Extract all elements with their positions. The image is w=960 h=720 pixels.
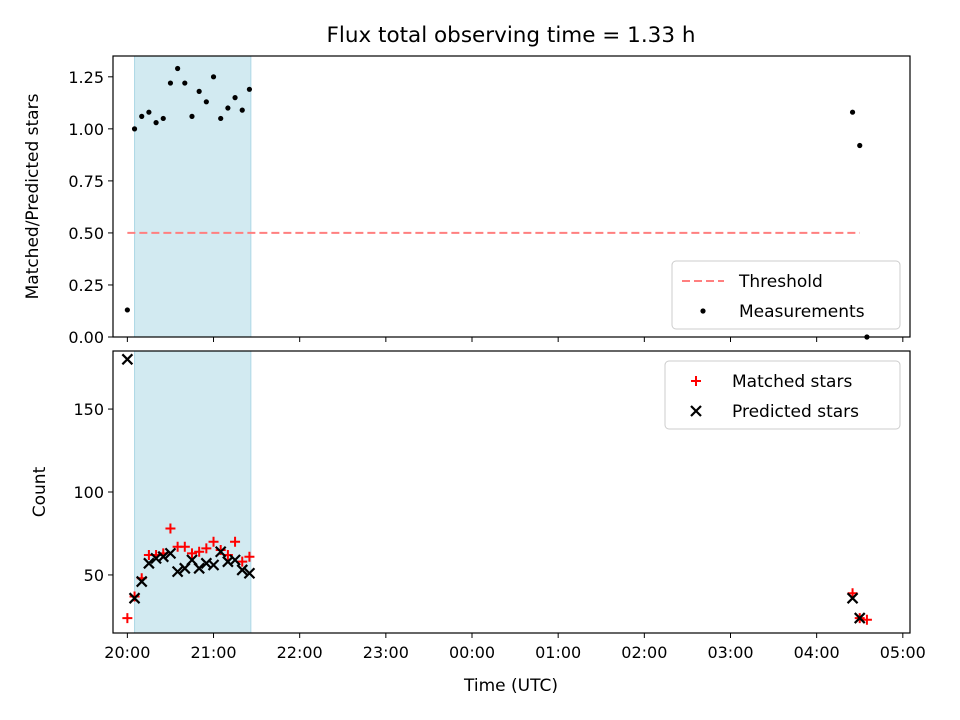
data-point [214, 545, 227, 558]
y-axis-label: Count [30, 466, 50, 517]
x-tick-label: 03:00 [707, 643, 753, 662]
data-point [128, 592, 141, 604]
legend-label: Predicted stars [732, 402, 859, 422]
data-point [175, 65, 181, 72]
y-tick-label: 0.75 [68, 172, 104, 191]
data-point [193, 562, 205, 575]
data-point [861, 614, 872, 625]
legend: Threshold Measurements [671, 260, 901, 330]
y-tick-label: 0.25 [68, 276, 104, 295]
legend-label: Measurements [739, 302, 865, 322]
data-point [847, 588, 858, 599]
legend-marker [691, 376, 701, 386]
data-point [167, 80, 174, 86]
data-point [229, 554, 241, 566]
top-panel-flux-ratio: 0.00 0.25 0.50 0.75 1.00 1.25 Matched/Predicte… [23, 55, 911, 347]
data-point [853, 612, 866, 624]
data-point [182, 80, 188, 86]
y-tick-label: 100 [73, 483, 104, 502]
y-tick-label: 50 [84, 566, 104, 585]
series-predicted-stars [121, 353, 866, 624]
legend-box [664, 360, 901, 430]
data-point [237, 556, 248, 567]
legend-marker [690, 405, 702, 417]
data-point [153, 120, 159, 126]
figure-title: Flux total observing time = 1.33 h [327, 23, 696, 48]
data-point [232, 95, 238, 101]
data-point [196, 88, 202, 94]
shaded-observing-interval [134, 55, 252, 338]
x-tick-label: 01:00 [535, 643, 581, 662]
data-point [139, 113, 145, 119]
data-point [194, 546, 205, 557]
data-point [129, 591, 140, 602]
data-point [849, 109, 856, 115]
x-tick-label: 23:00 [363, 643, 409, 662]
bottom-panel-star-counts: 50 100 150 20:00 21:00 22:00 23:00 00:00 01:00 02… [30, 350, 926, 662]
x-tick-label: 20:00 [104, 643, 150, 662]
data-point [165, 523, 176, 534]
data-point [218, 115, 224, 122]
data-point [846, 592, 859, 604]
legend-label: Matched stars [732, 372, 852, 392]
y-axis-label: Matched/Predicted stars [23, 93, 43, 299]
data-point [207, 559, 220, 571]
data-point [186, 548, 197, 559]
shaded-observing-interval [134, 350, 252, 634]
x-tick-label: 05:00 [880, 643, 926, 662]
data-point [171, 565, 184, 578]
data-point [225, 105, 231, 111]
legend: Matched stars Predicted stars [664, 360, 901, 430]
y-tick-label: 1.00 [68, 120, 104, 139]
x-tick-label: 04:00 [794, 643, 840, 662]
data-point [160, 115, 166, 122]
legend-label: Threshold [738, 272, 823, 292]
y-tick-label: 150 [73, 400, 104, 419]
data-point [164, 547, 177, 560]
legend-marker [700, 308, 706, 314]
data-point [201, 543, 212, 554]
x-tick-label: 02:00 [621, 643, 667, 662]
data-point [189, 113, 195, 119]
data-point [208, 536, 219, 547]
y-tick-label: 1.25 [68, 68, 104, 87]
data-point [121, 353, 134, 366]
data-point [230, 536, 241, 547]
data-point [122, 613, 133, 624]
data-point [244, 551, 255, 562]
data-point [135, 575, 148, 588]
data-point [239, 107, 245, 113]
y-tick-label: 0.00 [68, 328, 104, 347]
data-point [179, 541, 190, 552]
series-measurements [124, 65, 870, 340]
data-point [236, 564, 249, 576]
data-point [243, 567, 256, 580]
series-matched-stars [122, 523, 872, 625]
data-point [857, 142, 863, 149]
x-tick-label: 00:00 [449, 643, 495, 662]
legend-box [671, 260, 901, 330]
data-point [215, 545, 226, 556]
data-point [157, 550, 170, 563]
axes-frame [112, 55, 911, 338]
data-point [210, 74, 217, 80]
data-point [131, 126, 138, 132]
x-tick-label: 22:00 [277, 643, 323, 662]
y-tick-label: 0.50 [68, 224, 104, 243]
data-point [124, 307, 130, 313]
data-point [143, 557, 155, 570]
data-point [246, 86, 253, 92]
x-tick-label: 21:00 [190, 643, 236, 662]
x-axis-label: Time (UTC) [463, 676, 558, 696]
data-point [146, 109, 152, 115]
data-point [203, 99, 209, 105]
